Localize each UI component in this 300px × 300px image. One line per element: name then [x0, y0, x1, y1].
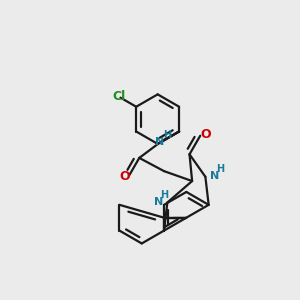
Text: H: H — [217, 164, 225, 175]
Text: N: N — [155, 137, 164, 147]
Text: H: H — [160, 190, 168, 200]
Text: H: H — [163, 130, 171, 140]
Text: O: O — [200, 128, 211, 141]
Text: N: N — [154, 197, 164, 207]
Text: O: O — [119, 170, 130, 183]
Text: N: N — [210, 171, 219, 181]
Text: Cl: Cl — [112, 89, 125, 103]
